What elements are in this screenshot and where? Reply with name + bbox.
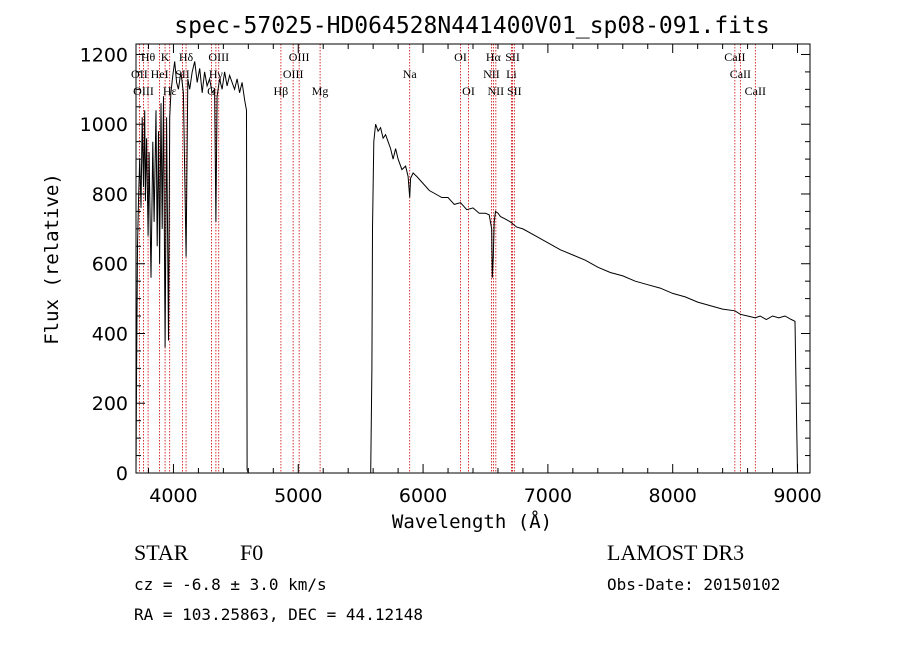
x-tick-label: 9000 — [773, 485, 821, 507]
spectral-line-label: CaII — [724, 50, 745, 64]
spectral-line-label: SII — [507, 84, 522, 98]
x-tick-label: 5000 — [274, 485, 322, 507]
spectral-line-label: Hβ — [274, 84, 289, 98]
redshift-cz: cz = -6.8 ± 3.0 km/s — [134, 575, 327, 594]
spectral-line-label: K — [161, 50, 170, 64]
spectral-line-label: NII — [483, 67, 500, 81]
spectral-line-label: SII — [175, 67, 190, 81]
coordinates: RA = 103.25863, DEC = 44.12148 — [134, 605, 423, 624]
y-tick-label: 400 — [92, 323, 128, 345]
x-tick-label: 8000 — [649, 485, 697, 507]
spectral-line-label: Hθ — [141, 50, 156, 64]
observation-date: Obs-Date: 20150102 — [607, 575, 781, 594]
spectral-line-markers — [138, 44, 756, 473]
spectral-line-label: HeI — [151, 67, 169, 81]
spectral-line-label: Hγ — [209, 67, 224, 81]
spectrum-series-line — [135, 61, 798, 474]
spectral-line-label: Na — [403, 67, 418, 81]
y-axis-label: Flux (relative) — [41, 173, 63, 345]
spectral-line-label: CaII — [745, 84, 766, 98]
plot-frame — [135, 43, 811, 474]
spectral-line-label: Hε — [163, 84, 177, 98]
y-tick-label: 200 — [92, 393, 128, 415]
spectral-line-label: OI — [462, 84, 475, 98]
spectral-line-label: NII — [488, 84, 505, 98]
spectral-line-label: OII — [131, 67, 148, 81]
spectral-line-label: OIII — [283, 67, 304, 81]
spectral-line-label: Hα — [486, 50, 502, 64]
y-tick-label: 1200 — [80, 44, 128, 66]
y-tick-label: 800 — [92, 184, 128, 206]
spectral-line-label: Hδ — [179, 50, 194, 64]
spectral-line-label: SII — [505, 50, 520, 64]
x-tick-label: 7000 — [524, 485, 572, 507]
spectral-line-label: OI — [454, 50, 467, 64]
survey-name: LAMOST DR3 — [607, 540, 745, 565]
chart-title: spec-57025-HD064528N441400V01_sp08-091.f… — [174, 13, 769, 39]
y-tick-label: 600 — [92, 254, 128, 276]
spectral-line-label: OIII — [208, 50, 229, 64]
spectral-line-label: CaII — [730, 67, 751, 81]
axis-ticks: 4000 5000 6000 7000 8000 9000 0 200 400 600 800 100… — [80, 44, 822, 507]
x-tick-label: 6000 — [399, 485, 447, 507]
object-class: STAR — [134, 540, 189, 565]
spectral-line-label: Mg — [312, 84, 329, 98]
spectral-line-label: OIII — [133, 84, 154, 98]
x-axis-label: Wavelength (Å) — [392, 510, 552, 533]
object-subclass: F0 — [240, 540, 264, 565]
spectral-line-label: OIII — [289, 50, 310, 64]
y-tick-label: 1000 — [80, 114, 128, 136]
y-tick-label: 0 — [116, 463, 128, 485]
spectral-line-label: Li — [506, 67, 517, 81]
x-tick-label: 4000 — [149, 485, 197, 507]
